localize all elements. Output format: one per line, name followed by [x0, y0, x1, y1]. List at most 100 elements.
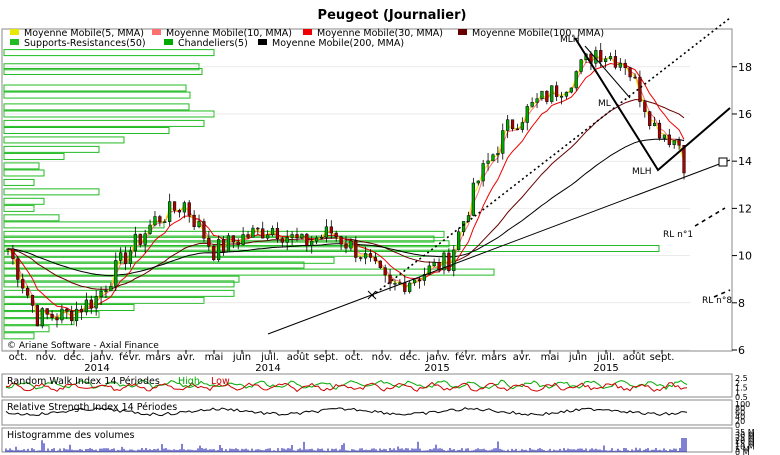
y-axis: 6 8 10 12 14 16 18: [732, 61, 752, 357]
candle-body: [540, 90, 544, 100]
candle-body: [128, 250, 133, 264]
candle-body: [633, 76, 637, 79]
candle-body: [481, 163, 485, 182]
candle-body: [275, 228, 280, 239]
candle-body: [212, 245, 216, 261]
legend-item: Moyenne Mobile(200, MMA): [258, 38, 404, 49]
annotation-label: RL n°1: [663, 230, 693, 240]
legend-item: Moyenne Mobile(100, MMA): [458, 28, 604, 39]
support-resistance-bar: [3, 214, 60, 222]
candle-body: [89, 299, 93, 309]
candle-body: [315, 237, 319, 242]
indicator-panel: Random Walk Index 14 Périodes High Low 2.52…: [1, 373, 748, 402]
candle-body: [104, 290, 108, 293]
trend-lines: MLH ML MLH RL n°1 RL n°8: [267, 17, 732, 335]
candle-body: [290, 234, 294, 238]
candle-body: [119, 252, 123, 261]
candle-body: [672, 140, 676, 145]
support-resistance-bar: [3, 152, 65, 160]
candle-body: [251, 227, 255, 238]
candle-body: [383, 267, 387, 276]
candle-body: [378, 260, 382, 269]
support-resistance-bar: [3, 188, 100, 196]
candle-body: [114, 260, 118, 287]
candle-body: [422, 274, 426, 281]
candlesticks: [6, 43, 686, 329]
month-label: janv.: [425, 352, 450, 363]
y-tick-label: 12: [738, 202, 752, 215]
support-trendline: [267, 159, 731, 335]
candle-body: [677, 140, 681, 146]
support-resistance-bar: [3, 197, 45, 205]
y-tick-label: 6: [738, 344, 745, 357]
indicator-tick-label: 0 M: [735, 448, 750, 455]
candle-body: [74, 308, 79, 322]
year-label: 2015: [424, 363, 449, 374]
candle-body: [457, 231, 461, 251]
annotation-label: MLH: [632, 167, 652, 177]
support-resistance-bar: [3, 256, 335, 264]
support-resistance-bar: [3, 275, 240, 283]
support-resistance-bar: [3, 84, 187, 92]
indicator-tick-label: 30 M: [735, 431, 755, 440]
candle-body: [388, 274, 392, 284]
candle-body: [35, 305, 39, 327]
candle-body: [515, 128, 520, 131]
candle-body: [280, 238, 284, 243]
annotation-label: MLH: [560, 35, 580, 45]
support-resistance-bar: [3, 245, 660, 253]
median-line: [584, 45, 631, 99]
candle-body: [368, 253, 373, 258]
legend-label: Moyenne Mobile(5, MMA): [24, 28, 144, 39]
candle-body: [305, 233, 309, 246]
grid: [4, 66, 690, 351]
candle-body: [50, 314, 54, 318]
candle-body: [574, 71, 578, 89]
indicator-tick-label: 20: [735, 417, 745, 426]
candle-body: [491, 154, 495, 162]
candle-body: [177, 210, 182, 213]
month-label: juin: [568, 352, 587, 363]
indicator-tick-label: 80: [735, 404, 745, 413]
candle-body: [231, 235, 235, 243]
rwi-line: [5, 381, 688, 393]
y-tick-label: 10: [738, 250, 752, 263]
x-axis: oct. nov. déc. janv. févr. mars avr. mai juin jui…: [9, 350, 674, 374]
indicator-panel: Relative Strength Index 14 Périodes 10080…: [1, 399, 750, 430]
candle-body: [334, 232, 338, 238]
candle-body: [197, 221, 201, 228]
indicator-tick-label: 25 M: [735, 434, 755, 443]
indicator-tick-label: 15 M: [735, 439, 755, 448]
candle-body: [618, 62, 622, 68]
candle-body: [344, 243, 348, 249]
candle-body: [11, 248, 15, 259]
month-label: août: [287, 351, 310, 363]
support-resistance-bar: [3, 126, 170, 134]
candle-body: [329, 226, 333, 234]
candle-body: [236, 241, 240, 245]
candle-body: [501, 130, 505, 154]
support-resistance-bar: [3, 169, 45, 177]
support-resistance-bar: [3, 304, 135, 312]
support-resistance-bar: [3, 280, 235, 288]
support-resistance-bar: [3, 49, 215, 57]
indicator-panel: Histogramme des volumes 35 M30 M25 M20 M1…: [1, 427, 755, 455]
month-label: juil.: [260, 352, 279, 363]
support-resistance-bar: [3, 103, 190, 111]
candle-body: [123, 252, 128, 264]
candle-body: [182, 202, 186, 213]
candle-body: [363, 253, 368, 259]
candle-body: [349, 240, 353, 249]
candle-body: [530, 102, 534, 107]
legend-label: Moyenne Mobile(200, MMA): [272, 38, 404, 49]
legend-item: Moyenne Mobile(30, MMA): [303, 28, 443, 39]
candle-body: [408, 282, 412, 292]
month-label: déc.: [63, 351, 84, 363]
year-label: 2015: [593, 363, 618, 374]
legend-label: Moyenne Mobile(100, MMA): [472, 28, 604, 39]
candle-body: [65, 308, 69, 312]
indicator-tick-label: 2: [735, 379, 740, 388]
indicator-tick-label: 1: [735, 388, 740, 397]
candle-body: [564, 91, 569, 97]
